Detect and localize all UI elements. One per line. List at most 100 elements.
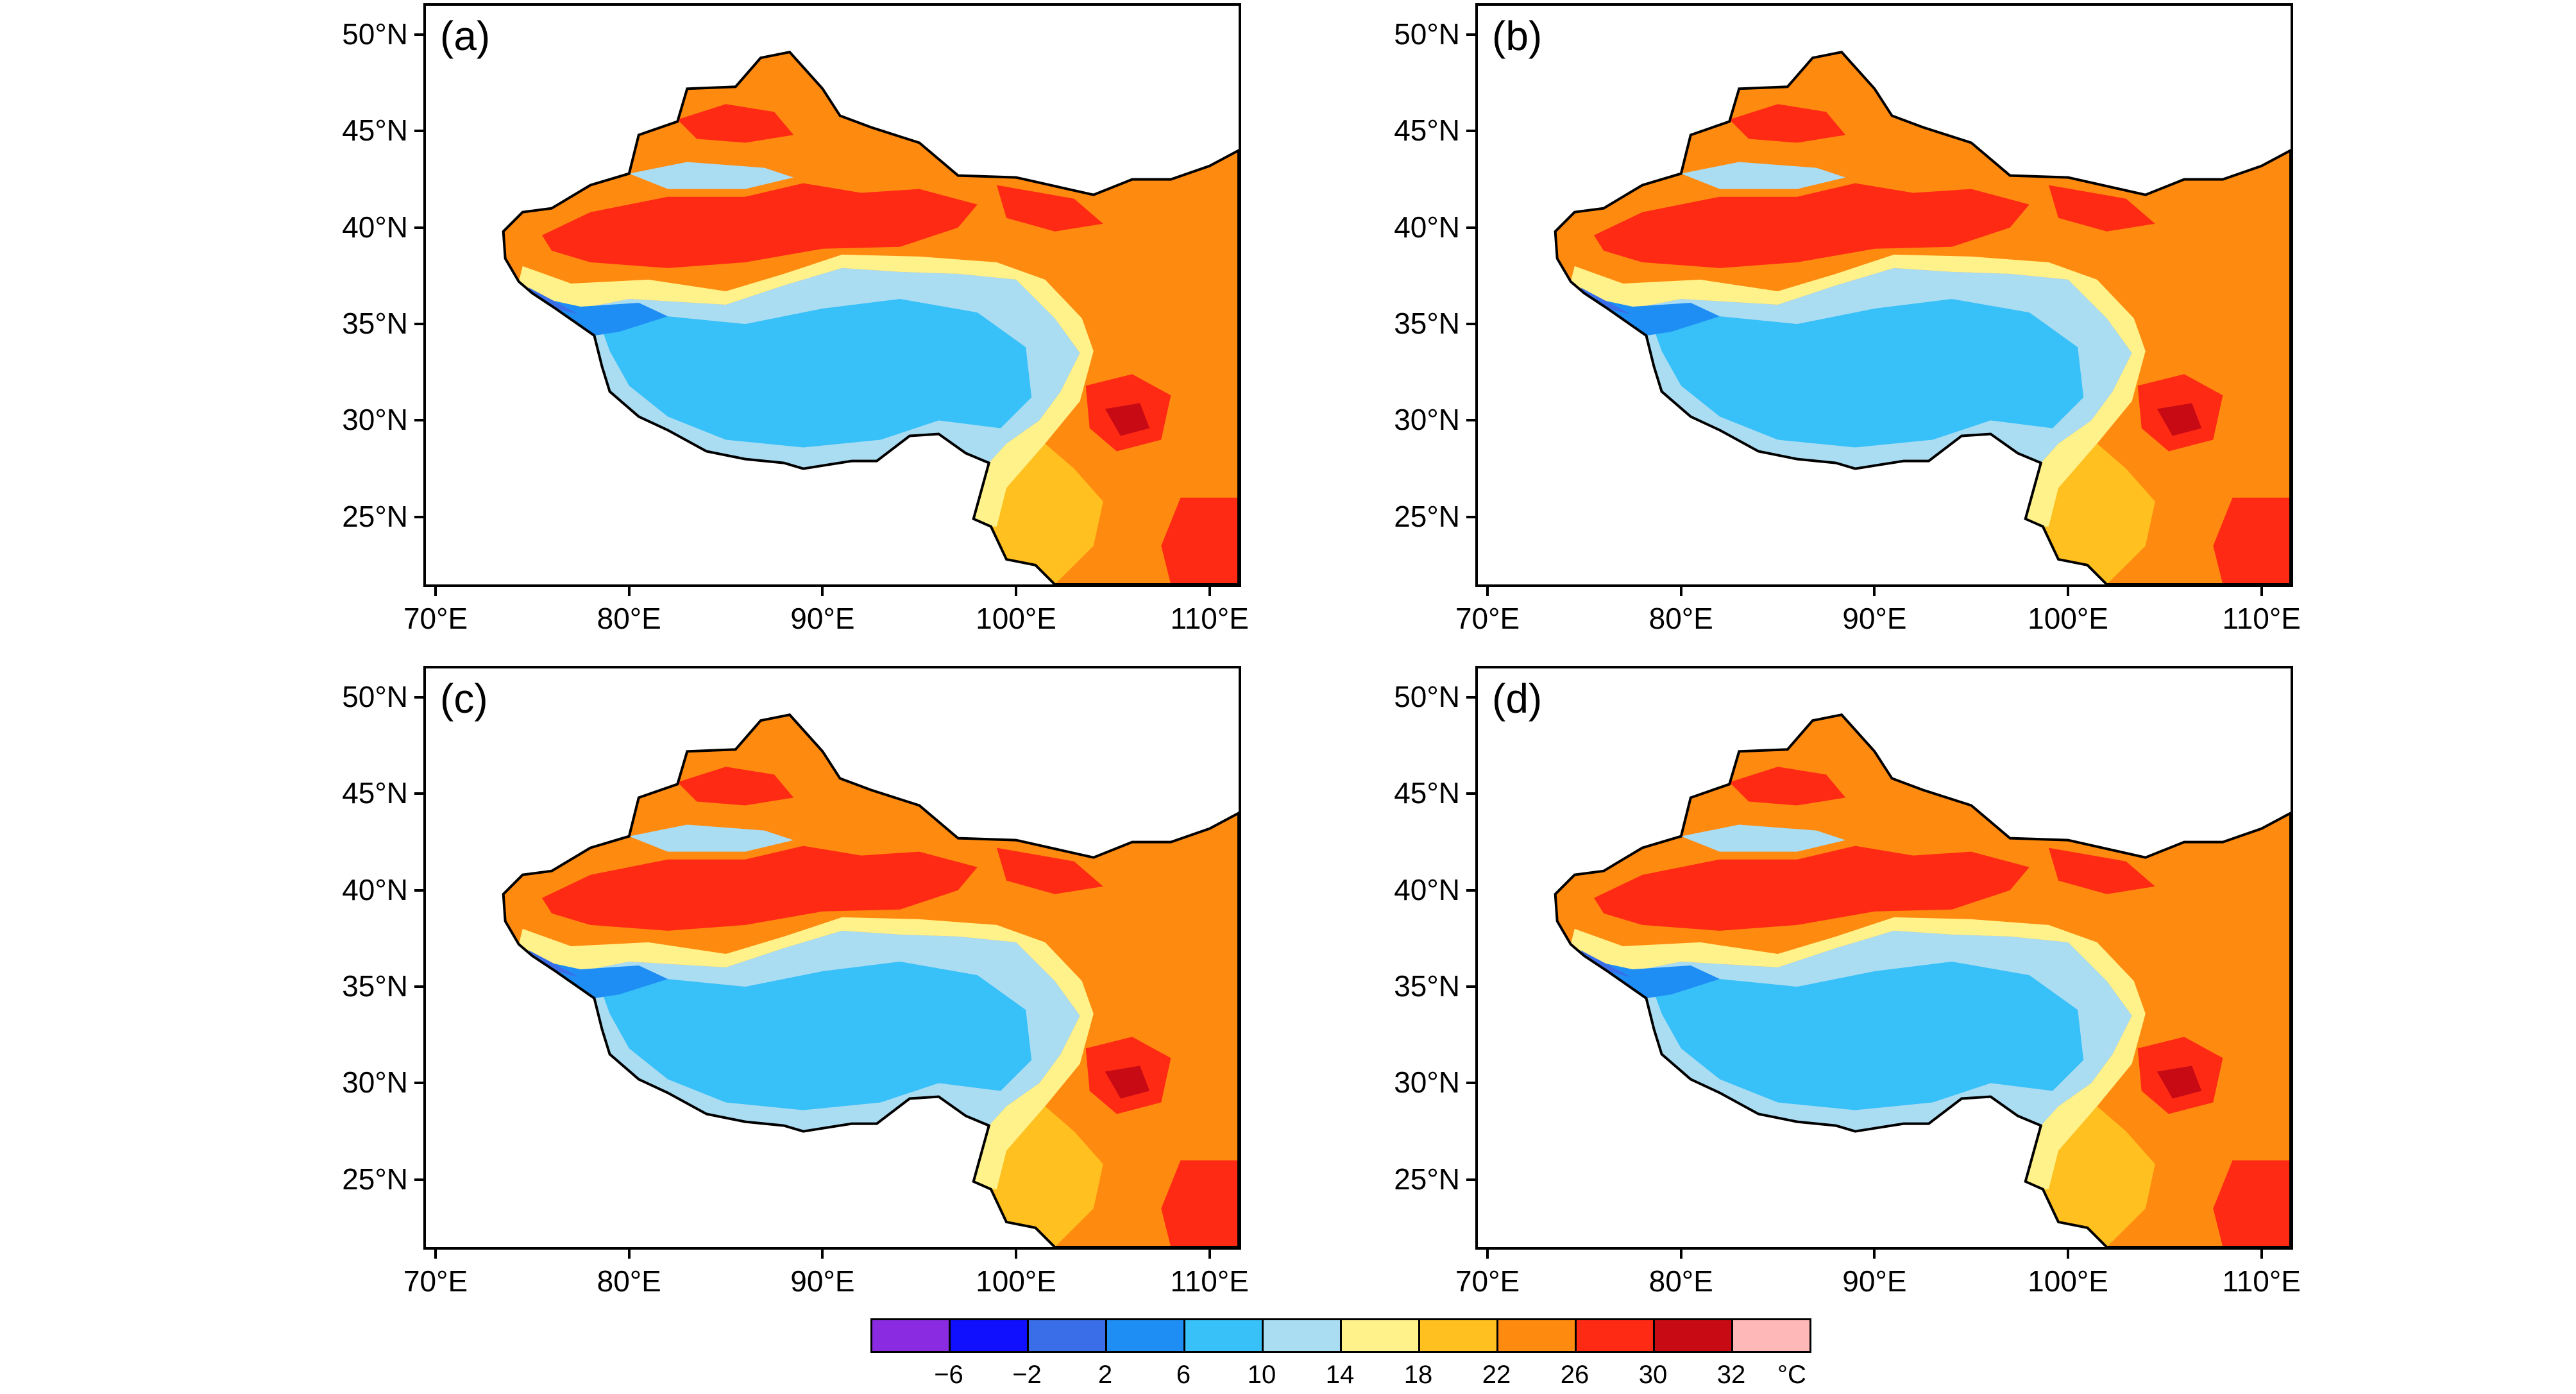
region-boundary xyxy=(1554,51,2291,584)
latitude-tick-mark xyxy=(1466,888,1475,892)
colorbar-tick-label: 18 xyxy=(1403,1361,1433,1389)
longitude-tick-mark xyxy=(1015,1250,1018,1259)
latitude-tick-mark xyxy=(1466,1178,1475,1181)
south-east-hot xyxy=(1161,1160,1239,1247)
tibetan-plateau xyxy=(600,299,1032,448)
sichuan-basin-core xyxy=(1105,1066,1150,1099)
sichuan-basin-core xyxy=(1105,403,1150,436)
colorbar-tick-label: −2 xyxy=(1012,1361,1042,1389)
colorbar-swatch xyxy=(1183,1318,1264,1353)
longitude-tick-label: 110°E xyxy=(2222,602,2301,635)
karakoram-coldest xyxy=(528,287,579,315)
longitude-tick-label: 70°E xyxy=(1455,602,1520,635)
longitude-tick-label: 100°E xyxy=(976,1264,1056,1298)
tarim-basin-hot xyxy=(1594,183,2029,268)
colorbar-swatch xyxy=(870,1318,951,1353)
latitude-tick-mark xyxy=(1466,515,1475,518)
temperature-field xyxy=(502,51,1239,584)
south-east-hot xyxy=(2213,1160,2291,1247)
tibetan-plateau xyxy=(1652,962,2084,1110)
latitude-tick-mark xyxy=(414,130,423,133)
western-plateau-cold xyxy=(536,960,668,999)
plateau-rim-cool xyxy=(518,254,1094,527)
longitude-tick-label: 90°E xyxy=(1842,602,1907,635)
colorbar-tick-label: 6 xyxy=(1176,1361,1191,1389)
panel-label: (a) xyxy=(440,13,491,59)
colorbar-swatch xyxy=(1105,1318,1185,1353)
tarim-basin-hot xyxy=(542,846,978,931)
latitude-tick-label: 35°N xyxy=(1394,969,1460,1003)
karakoram-coldest xyxy=(1580,950,1631,978)
colorbar-swatch xyxy=(1418,1318,1498,1353)
plateau-rim-cool xyxy=(1570,254,2146,527)
south-east-hot xyxy=(2213,497,2291,584)
longitude-tick-mark xyxy=(2260,587,2263,596)
longitude-tick-label: 80°E xyxy=(597,602,661,635)
region-boundary xyxy=(502,713,1239,1247)
latitude-tick-label: 25°N xyxy=(342,499,408,533)
yunnan-mild-region xyxy=(2042,1106,2155,1247)
latitude-tick-mark xyxy=(414,226,423,229)
colorbar-swatch xyxy=(1027,1318,1107,1353)
longitude-tick-mark xyxy=(1486,1250,1489,1259)
tianshan-cool xyxy=(629,824,794,852)
latitude-tick-mark xyxy=(1466,323,1475,326)
tianshan-cool xyxy=(629,162,794,189)
latitude-tick-label: 30°N xyxy=(342,1066,408,1100)
longitude-tick-mark xyxy=(1208,587,1211,596)
latitude-tick-label: 35°N xyxy=(342,307,408,341)
longitude-tick-label: 70°E xyxy=(403,1264,468,1298)
colorbar-tick-label: 2 xyxy=(1097,1361,1113,1389)
longitude-tick-label: 80°E xyxy=(1648,602,1713,635)
longitude-tick-mark xyxy=(2260,1250,2263,1259)
panel-label: (c) xyxy=(440,676,488,722)
longitude-tick-label: 110°E xyxy=(2222,1264,2301,1298)
western-plateau-cold xyxy=(1588,297,1720,336)
latitude-tick-label: 45°N xyxy=(1394,776,1460,810)
plateau-rim-cool xyxy=(518,917,1094,1189)
latitude-tick-label: 25°N xyxy=(1394,499,1460,533)
map-frame: (d) xyxy=(1475,666,2293,1250)
yunnan-mild-region xyxy=(990,1106,1103,1247)
western-plateau-cold xyxy=(1588,960,1720,999)
karakoram-coldest xyxy=(1580,287,1631,315)
colorbar-unit: °C xyxy=(1777,1361,1806,1389)
latitude-tick-label: 25°N xyxy=(1394,1162,1460,1196)
latitude-tick-label: 45°N xyxy=(1394,114,1460,148)
longitude-tick-mark xyxy=(627,1250,631,1259)
map-frame: (c) xyxy=(423,666,1241,1250)
latitude-tick-mark xyxy=(414,323,423,326)
yunnan-mild-region xyxy=(2042,443,2155,584)
longitude-tick-mark xyxy=(821,587,824,596)
latitude-tick-label: 35°N xyxy=(342,969,408,1003)
gobi-hot xyxy=(2048,847,2155,894)
latitude-tick-label: 50°N xyxy=(342,17,408,51)
panel-label: (b) xyxy=(1492,13,1543,59)
longitude-tick-label: 110°E xyxy=(1170,602,1249,635)
longitude-tick-label: 70°E xyxy=(403,602,468,635)
gobi-hot xyxy=(996,185,1103,232)
latitude-tick-label: 50°N xyxy=(1394,17,1460,51)
longitude-tick-label: 100°E xyxy=(2028,602,2108,635)
longitude-tick-mark xyxy=(1486,587,1489,596)
longitude-tick-mark xyxy=(1679,587,1682,596)
region-boundary xyxy=(1554,713,2291,1247)
colorbar-tick-label: 22 xyxy=(1482,1361,1511,1389)
latitude-tick-mark xyxy=(414,1178,423,1181)
latitude-tick-label: 40°N xyxy=(342,872,408,906)
colorbar-swatch xyxy=(949,1318,1029,1353)
longitude-tick-mark xyxy=(1873,587,1876,596)
temperature-field xyxy=(1554,51,2291,584)
longitude-tick-label: 90°E xyxy=(790,1264,855,1298)
map-frame: (b) xyxy=(1475,3,2293,587)
sichuan-basin-core xyxy=(2157,1066,2202,1099)
longitude-tick-label: 70°E xyxy=(1455,1264,1520,1298)
temperature-field xyxy=(502,713,1239,1247)
latitude-tick-label: 45°N xyxy=(342,776,408,810)
latitude-tick-label: 30°N xyxy=(1394,1066,1460,1100)
gobi-hot xyxy=(996,847,1103,894)
karakoram-coldest xyxy=(528,950,579,978)
latitude-tick-mark xyxy=(1466,792,1475,795)
tibetan-plateau xyxy=(1652,299,2084,448)
